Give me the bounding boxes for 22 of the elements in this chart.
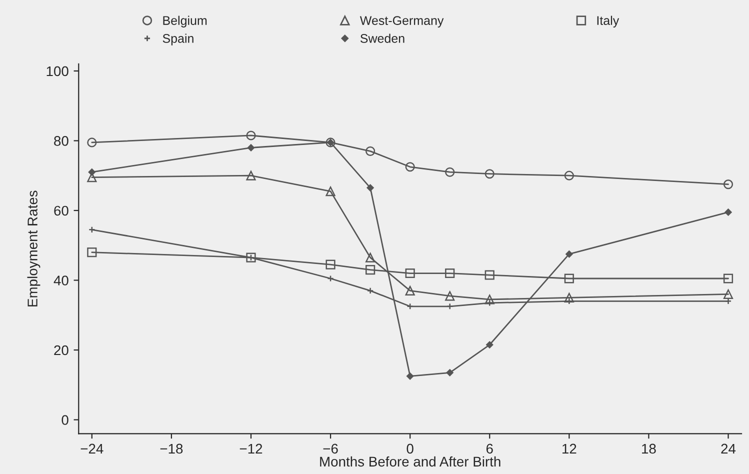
- legend-label: Spain: [162, 34, 194, 46]
- x-tick-label: 18: [642, 444, 656, 454]
- x-tick-label: 0: [406, 444, 414, 454]
- y-axis-title: Employment Rates: [27, 190, 40, 306]
- y-tick-label: 60: [54, 206, 68, 216]
- x-tick-label: 24: [721, 444, 736, 454]
- y-tick-label: 80: [54, 136, 68, 146]
- x-tick-label: −6: [323, 444, 338, 454]
- x-tick-label: 6: [486, 444, 493, 454]
- legend-label: Italy: [597, 16, 620, 28]
- legend-label: Belgium: [163, 16, 207, 28]
- x-tick-label: −24: [80, 444, 104, 454]
- legend-label: West-Germany: [360, 16, 444, 28]
- y-tick-label: 40: [54, 276, 68, 286]
- legend-label: Sweden: [360, 34, 404, 43]
- x-axis-title: Months Before and After Birth: [320, 456, 500, 467]
- y-tick-label: 20: [54, 345, 68, 356]
- y-tick-label: 0: [62, 415, 68, 425]
- y-tick-label: 100: [46, 66, 68, 76]
- x-tick-label: −12: [240, 444, 262, 454]
- x-tick-label: 12: [562, 444, 576, 454]
- x-tick-label: −18: [160, 444, 183, 454]
